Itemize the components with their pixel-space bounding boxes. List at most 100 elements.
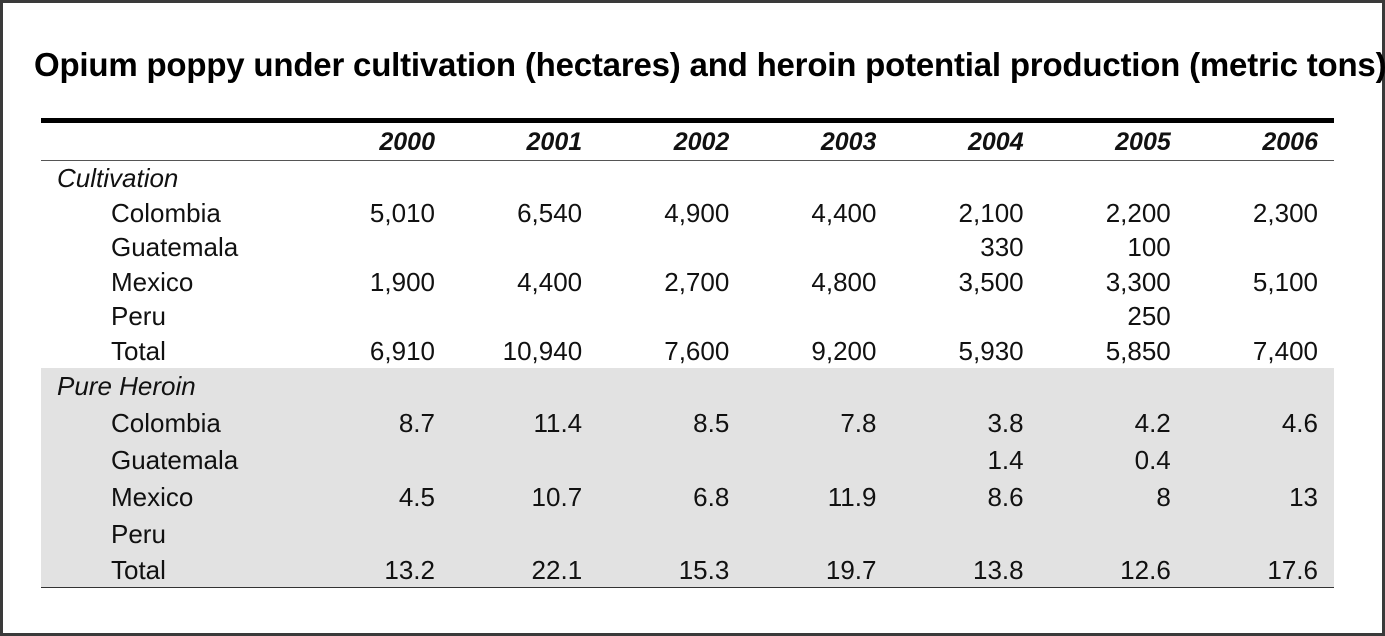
value-cell bbox=[598, 516, 745, 553]
value-cell: 2,100 bbox=[958, 197, 1024, 228]
value-cell bbox=[304, 516, 451, 553]
year-header-2003: 2003 bbox=[745, 123, 893, 161]
row-label: Mexico bbox=[111, 266, 194, 297]
value-cell bbox=[1040, 516, 1187, 553]
value-cell: 1.4 bbox=[987, 445, 1024, 475]
value-cell: 9,200 bbox=[811, 335, 877, 366]
value-cell: 13 bbox=[1289, 482, 1318, 512]
value-cell: 4.2 bbox=[1134, 408, 1171, 438]
value-cell bbox=[892, 516, 1039, 553]
table-row: Peru 250 bbox=[41, 299, 1334, 334]
section-header-row: Cultivation bbox=[41, 161, 1334, 196]
value-cell: 4.5 bbox=[398, 482, 435, 512]
row-label: Mexico bbox=[111, 482, 194, 512]
value-cell: 100 bbox=[1127, 232, 1171, 262]
value-cell: 1,900 bbox=[369, 266, 435, 297]
value-cell bbox=[892, 299, 1039, 334]
row-label: Peru bbox=[111, 519, 166, 549]
value-cell: 0.4 bbox=[1134, 445, 1171, 475]
value-cell: 3,300 bbox=[1105, 266, 1171, 297]
value-cell: 12.6 bbox=[1039, 553, 1187, 588]
table-title: Opium poppy under cultivation (hectares)… bbox=[34, 46, 1385, 83]
header-row: 2000 2001 2002 2003 2004 2005 2006 bbox=[41, 123, 1334, 161]
value-cell bbox=[1187, 442, 1334, 479]
value-cell: 8.7 bbox=[398, 408, 435, 438]
table-row: Mexico 1,900 4,400 2,700 4,800 3,500 3,300 5,10… bbox=[41, 265, 1334, 300]
value-cell bbox=[304, 230, 451, 265]
value-cell: 15.3 bbox=[598, 553, 746, 588]
header-blank-cell bbox=[41, 123, 304, 161]
value-cell: 17.6 bbox=[1186, 553, 1334, 588]
data-table: 2000 2001 2002 2003 2004 2005 2006 Cultivation… bbox=[41, 123, 1334, 588]
section-title: Pure Heroin bbox=[57, 371, 196, 401]
year-header-2001: 2001 bbox=[451, 123, 599, 161]
value-cell: 2,200 bbox=[1105, 197, 1171, 228]
section-title: Cultivation bbox=[57, 163, 179, 193]
value-cell: 5,010 bbox=[369, 197, 435, 228]
table-row: Guatemala 330 100 bbox=[41, 230, 1334, 265]
value-cell bbox=[1187, 299, 1334, 334]
year-header-2004: 2004 bbox=[892, 123, 1040, 161]
value-cell: 4,400 bbox=[811, 197, 877, 228]
value-cell: 4,900 bbox=[664, 197, 730, 228]
value-cell: 250 bbox=[1127, 301, 1171, 331]
value-cell bbox=[745, 299, 892, 334]
value-cell: 7,600 bbox=[664, 335, 730, 366]
value-cell: 6,540 bbox=[517, 197, 583, 228]
top-rule bbox=[41, 118, 1334, 123]
value-cell: 11.9 bbox=[827, 482, 877, 512]
value-cell: 2,300 bbox=[1252, 197, 1318, 228]
value-cell bbox=[745, 442, 892, 479]
value-cell: 5,930 bbox=[958, 335, 1024, 366]
value-cell: 13.8 bbox=[892, 553, 1040, 588]
value-cell bbox=[451, 299, 598, 334]
value-cell: 6,910 bbox=[369, 335, 435, 366]
value-cell: 330 bbox=[980, 232, 1024, 262]
value-cell: 2,700 bbox=[664, 266, 730, 297]
value-cell: 10,940 bbox=[502, 335, 583, 366]
row-label: Colombia bbox=[111, 408, 221, 438]
value-cell: 4,400 bbox=[517, 266, 583, 297]
value-cell: 4,800 bbox=[811, 266, 877, 297]
value-cell bbox=[598, 230, 745, 265]
value-cell bbox=[598, 442, 745, 479]
value-cell: 8.6 bbox=[987, 482, 1024, 512]
value-cell: 10.7 bbox=[531, 482, 583, 512]
value-cell bbox=[304, 299, 451, 334]
year-header-2002: 2002 bbox=[598, 123, 746, 161]
section-header-row: Pure Heroin bbox=[41, 368, 1334, 405]
row-label: Guatemala bbox=[111, 232, 239, 262]
table-row: Mexico 4.5 10.7 6.8 11.9 8.6 8 13 bbox=[41, 479, 1334, 516]
value-cell: 4.6 bbox=[1281, 408, 1318, 438]
value-cell: 5,100 bbox=[1252, 266, 1318, 297]
value-cell bbox=[598, 299, 745, 334]
table-header: 2000 2001 2002 2003 2004 2005 2006 bbox=[41, 123, 1334, 161]
table-row: Total 6,910 10,940 7,600 9,200 5,930 5,850 7,40… bbox=[41, 334, 1334, 369]
value-cell: 5,850 bbox=[1105, 335, 1171, 366]
value-cell bbox=[451, 516, 598, 553]
value-cell: 3,500 bbox=[958, 266, 1024, 297]
value-cell: 11.4 bbox=[533, 408, 583, 438]
year-header-2006: 2006 bbox=[1186, 123, 1334, 161]
value-cell: 22.1 bbox=[451, 553, 599, 588]
table-row: Guatemala 1.4 0.4 bbox=[41, 442, 1334, 479]
value-cell bbox=[451, 230, 598, 265]
row-label: Peru bbox=[111, 301, 166, 331]
value-cell: 8.5 bbox=[693, 408, 730, 438]
value-cell: 13.2 bbox=[303, 553, 451, 588]
year-header-2005: 2005 bbox=[1039, 123, 1187, 161]
value-cell: 6.8 bbox=[693, 482, 730, 512]
row-label: Guatemala bbox=[111, 445, 239, 475]
row-label: Total bbox=[111, 335, 166, 366]
row-label: Total bbox=[41, 553, 304, 588]
pure-heroin-section: Pure Heroin Colombia 8.7 11.4 8.5 7.8 3.8 4.2 4.… bbox=[41, 368, 1334, 588]
value-cell bbox=[745, 230, 892, 265]
value-cell bbox=[1187, 516, 1334, 553]
value-cell bbox=[451, 442, 598, 479]
value-cell: 8 bbox=[1156, 482, 1171, 512]
value-cell: 3.8 bbox=[987, 408, 1024, 438]
value-cell bbox=[304, 442, 451, 479]
table-row: Total 13.2 22.1 15.3 19.7 13.8 12.6 17.6 bbox=[41, 553, 1334, 588]
table-row: Colombia 5,010 6,540 4,900 4,400 2,100 2,200 2,… bbox=[41, 196, 1334, 231]
